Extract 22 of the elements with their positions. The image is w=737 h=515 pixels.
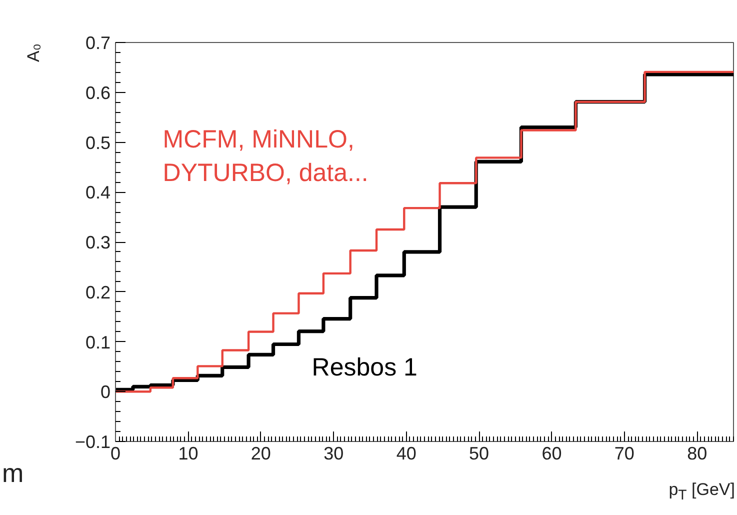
series-label: Resbos 1	[312, 354, 418, 382]
y-tick-label: 0.2	[85, 282, 111, 302]
x-tick-label: 70	[614, 444, 634, 464]
x-axis-title: p$_{T}$ [GeV]	[668, 479, 735, 506]
y-tick-label: 0.6	[85, 82, 111, 103]
y-tick-label: 0.3	[85, 232, 111, 252]
x-tick-label: 20	[250, 444, 271, 464]
y-tick-label: −0.1	[74, 432, 111, 452]
x-tick-label: 40	[396, 444, 416, 464]
series-label: MCFM, MiNNLO, DYTURBO, data...	[162, 126, 368, 188]
text: m	[2, 457, 24, 490]
y-tick-label: 0.5	[85, 132, 111, 153]
x-tick-label: 60	[542, 444, 562, 464]
x-tick-label: 50	[469, 444, 490, 464]
x-tick-label: 10	[178, 444, 198, 464]
x-tick-label: 30	[324, 444, 344, 464]
y-tick-label: 0.4	[85, 182, 111, 203]
x-tick-label: 80	[687, 444, 708, 464]
y-tick-label: 0.1	[85, 332, 111, 352]
y-tick-label: 0	[100, 382, 111, 402]
y-axis-title: A₀	[23, 44, 44, 62]
y-tick-label: 0.7	[85, 33, 111, 53]
